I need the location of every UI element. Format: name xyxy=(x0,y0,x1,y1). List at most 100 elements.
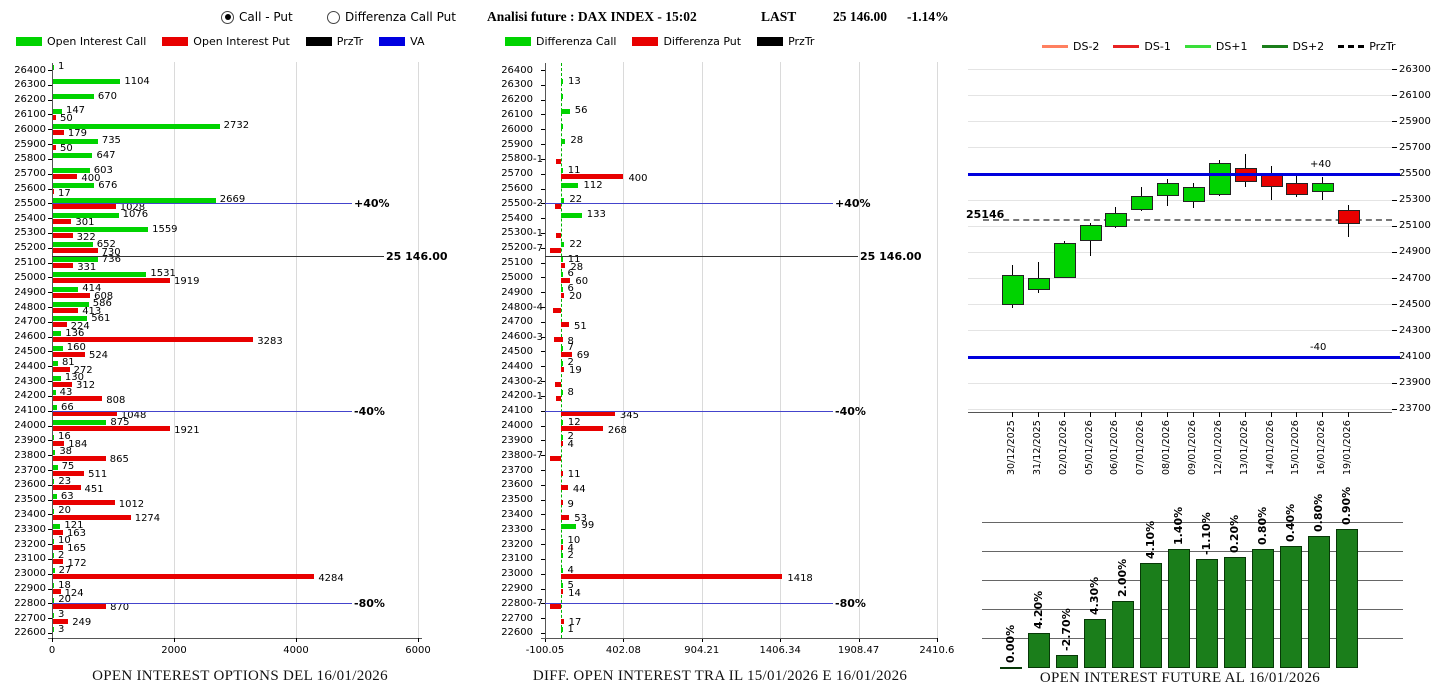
reference-line xyxy=(52,203,352,205)
y-tick xyxy=(1392,330,1397,332)
gridline-y xyxy=(982,638,1403,639)
strike-label: 26100 xyxy=(501,108,533,120)
legend-label: DS+2 xyxy=(1292,40,1325,53)
call-value: 20 xyxy=(58,505,71,517)
call-diff-bar xyxy=(561,197,565,203)
strike-tick xyxy=(541,514,545,516)
candle-body xyxy=(1338,209,1361,224)
call-value: 561 xyxy=(91,312,111,324)
put-diff-value: 17 xyxy=(568,617,582,629)
call-value: 735 xyxy=(101,135,121,147)
call-diff-bar xyxy=(561,123,563,129)
put-bar xyxy=(53,129,64,135)
radio-differenza[interactable]: Differenza Call Put xyxy=(327,10,456,24)
date-label: 19/01/2026 xyxy=(1342,420,1354,475)
put-bar xyxy=(53,189,55,195)
strike-tick xyxy=(48,573,52,575)
call-diff-value: 112 xyxy=(583,179,603,191)
strike-label: 23600 xyxy=(14,479,46,491)
call-bar xyxy=(53,257,98,263)
legend-item: PrzTr xyxy=(757,35,814,48)
strike-tick xyxy=(48,232,52,234)
strike-label: 22900 xyxy=(14,583,46,595)
strike-tick xyxy=(541,277,545,279)
reference-label: +40 xyxy=(1310,158,1332,170)
put-diff-value: 8 xyxy=(567,335,574,347)
strike-tick xyxy=(541,114,545,116)
strike-label: 23000 xyxy=(501,568,533,580)
strike-label: 23800 xyxy=(501,449,533,461)
put-value: 4284 xyxy=(318,572,344,584)
future-bar xyxy=(1028,633,1050,668)
y-tick-label: 25900 xyxy=(1399,115,1431,127)
strike-tick xyxy=(48,292,52,294)
x-tick xyxy=(52,638,53,642)
legend-future: DS-2 DS-1 DS+1 DS+2 PrzTr xyxy=(1042,40,1396,53)
put-value: 870 xyxy=(110,602,130,614)
strike-label: 22700 xyxy=(501,612,533,624)
legend-label: Differenza Put xyxy=(663,35,742,48)
legend-open-interest: Open Interest Call Open Interest Put PrzTr… xyxy=(16,35,425,48)
put-diff-bar xyxy=(561,589,564,595)
date-label: 12/01/2026 xyxy=(1212,420,1224,475)
call-diff-value: 22 xyxy=(569,238,583,250)
y-tick xyxy=(1392,225,1397,227)
put-diff-bar xyxy=(561,470,563,476)
candle-body xyxy=(1157,182,1180,197)
call-diff-value: 12 xyxy=(567,416,581,428)
legend-label: PrzTr xyxy=(788,35,815,48)
strike-label: 24500 xyxy=(14,345,46,357)
call-diff-value: 11 xyxy=(567,253,581,265)
x-tick xyxy=(418,638,419,642)
x-tick xyxy=(936,638,938,642)
neg-diff-bar xyxy=(550,603,561,609)
chart-open-interest-options: 26400 1 26300 1104 26200 670 26100 147 50 26000 27… xyxy=(0,60,480,672)
y-tick xyxy=(1392,95,1397,97)
put-bar xyxy=(53,500,115,506)
put-bar xyxy=(53,337,254,343)
neg-diff-value: -4 xyxy=(533,302,543,314)
call-value: 10 xyxy=(58,535,71,547)
call-bar xyxy=(53,212,119,218)
put-value: 1921 xyxy=(174,424,200,436)
strike-tick xyxy=(541,603,545,605)
strike-tick xyxy=(541,440,545,442)
strike-tick xyxy=(48,144,52,146)
x-tick xyxy=(623,638,625,642)
radio-selected-icon xyxy=(221,10,234,24)
legend-label: Open Interest Put xyxy=(193,35,290,48)
gridline-y xyxy=(968,278,1392,280)
gridline-x xyxy=(174,62,175,638)
call-diff-bar xyxy=(561,257,563,263)
x-tick xyxy=(1270,412,1272,417)
put-value: 17 xyxy=(58,187,71,199)
future-bar-label: 0.40% xyxy=(1284,504,1297,543)
prztr-label: 25146 xyxy=(966,207,1005,221)
strike-tick xyxy=(541,573,545,575)
put-bar xyxy=(53,351,85,357)
strike-tick xyxy=(48,70,52,71)
put-diff-value: 268 xyxy=(607,424,627,436)
strike-tick xyxy=(541,84,545,86)
legend-label: PrzTr xyxy=(336,35,364,48)
radio-call-put[interactable]: Call - Put xyxy=(221,10,293,24)
future-bar xyxy=(1140,563,1162,668)
x-tick xyxy=(1167,412,1169,417)
call-bar xyxy=(53,108,62,114)
legend-swatch-icon xyxy=(1338,45,1365,48)
call-diff-value: 10 xyxy=(567,535,581,547)
strike-label: 23300 xyxy=(501,523,533,535)
gridline-y xyxy=(968,147,1392,149)
call-diff-bar xyxy=(561,434,563,440)
call-diff-value: 133 xyxy=(586,209,606,221)
call-value: 66 xyxy=(61,401,74,413)
put-diff-bar xyxy=(561,174,624,180)
call-value: 20 xyxy=(58,594,71,606)
x-tick xyxy=(296,638,297,642)
call-value: 136 xyxy=(65,327,85,339)
neg-diff-value: -2 xyxy=(533,198,543,210)
call-diff-bar xyxy=(561,568,563,574)
strike-label: 22800 xyxy=(14,597,46,609)
put-value: 165 xyxy=(67,543,87,555)
put-diff-value: 69 xyxy=(576,350,590,362)
